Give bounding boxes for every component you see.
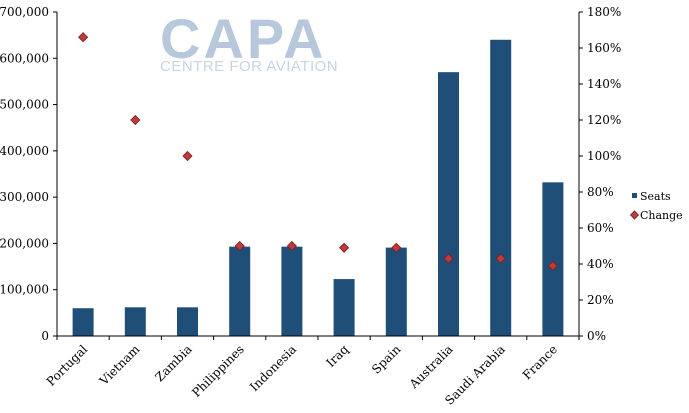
bar-seats [229,246,251,336]
watermark-tagline: CENTRE FOR AVIATION [160,58,338,75]
y-left-tick-label: 600,000 [0,51,49,65]
legend-change-marker [629,210,640,220]
marker-change [78,32,89,43]
watermark-brand: CAPA [160,7,327,70]
y-right-tick-label: 0% [587,329,606,343]
y-left-tick-label: 400,000 [0,144,49,158]
marker-change [339,242,350,253]
marker-change [286,240,297,252]
legend-seats-swatch [632,193,637,198]
y-left-tick-label: 0 [41,329,49,343]
y-left-tick-label: 300,000 [0,190,49,204]
marker-change [391,242,402,253]
y-right-tick-label: 100% [587,149,621,163]
y-left-tick-label: 200,000 [0,236,49,250]
y-right-tick-label: 40% [587,257,614,271]
marker-change [182,150,193,162]
bar-seats [333,279,355,336]
bar-seats [438,72,459,337]
y-left-tick-label: 500,000 [0,98,49,112]
bar-seats [124,307,146,336]
legend-seats-label: Seats [640,190,671,203]
marker-change [443,253,454,264]
x-category-label: Spain [369,342,404,377]
bar-seats [281,246,303,336]
x-category-label: Zambia [153,342,195,384]
marker-change [547,260,558,271]
y-right-tick-label: 80% [587,185,614,199]
x-category-label: Iraq [323,342,351,370]
marker-change [495,253,506,264]
bar-seats [177,307,198,336]
y-right-tick-label: 20% [587,293,614,307]
x-category-label: Philippines [189,342,247,400]
x-category-label: Vietnam [96,342,143,389]
legend-change-label: Change [640,209,683,222]
x-category-label: Portugal [44,342,91,389]
x-category-label: Australia [406,342,456,392]
y-right-tick-label: 180% [587,5,621,19]
y-right-tick-label: 140% [587,77,621,91]
bar-seats [542,182,564,336]
x-category-label: Indonesia [247,342,299,394]
x-category-label: France [520,342,560,382]
marker-change [234,240,245,252]
marker-change [130,114,141,126]
bar-seats [385,247,407,336]
legend: Seats Change [629,190,683,222]
y-right-tick-label: 60% [587,221,614,235]
y-left-tick-label: 100,000 [0,283,49,297]
bar-seats [490,39,512,337]
bar-seats [72,308,94,336]
y-right-tick-label: 120% [587,113,621,127]
watermark: CAPA CENTRE FOR AVIATION [160,7,338,75]
y-right-tick-label: 160% [587,41,621,55]
y-left-tick-label: 700,000 [0,5,49,19]
